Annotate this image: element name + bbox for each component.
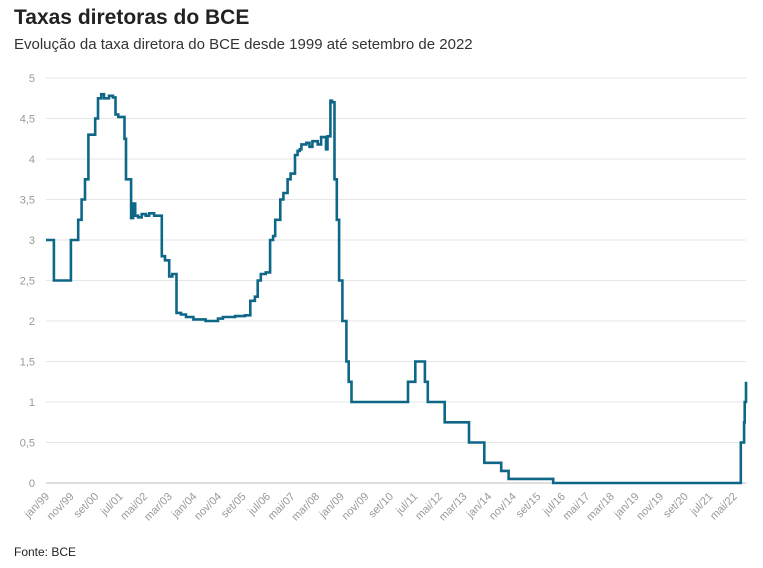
x-tick-label: mar/18: [584, 491, 617, 524]
x-tick-label: mar/03: [142, 491, 175, 524]
x-tick-label: set/20: [661, 491, 691, 521]
x-tick-label: nov/19: [634, 491, 666, 523]
x-tick-label: mar/13: [437, 491, 470, 524]
y-tick-label: 4,5: [20, 114, 35, 126]
x-tick-label: set/10: [366, 491, 396, 521]
y-tick-label: 2: [29, 316, 35, 328]
y-tick-label: 1,5: [20, 357, 35, 369]
x-tick-label: nov/14: [487, 491, 519, 523]
y-tick-label: 0,5: [20, 438, 35, 450]
y-tick-label: 4: [29, 154, 35, 166]
x-tick-label: nov/04: [192, 491, 224, 523]
y-tick-label: 5: [29, 73, 35, 85]
x-tick-label: mar/08: [290, 491, 323, 524]
x-axis-ticks: jan/99nov/99set/00jul/01mai/02mar/03jan/…: [22, 491, 740, 524]
x-tick-label: nov/09: [340, 491, 372, 523]
chart-title: Taxas diretoras do BCE: [14, 6, 250, 29]
source-note: Fonte: BCE: [14, 545, 77, 559]
chart-subtitle: Evolução da taxa diretora do BCE desde 1…: [14, 36, 473, 53]
gridlines: [46, 77, 746, 484]
x-tick-label: set/00: [72, 491, 102, 521]
y-tick-label: 1: [29, 397, 35, 409]
y-tick-label: 0: [29, 478, 35, 490]
policy-rate-line: [46, 92, 748, 485]
y-tick-label: 3: [29, 235, 35, 247]
line-chart: 0 0,5 1 1,5 2 2,5 3 3,5 4 4,5 5 jan/99nov/99set/00…: [20, 73, 748, 524]
x-tick-label: mai/22: [708, 491, 740, 523]
y-tick-label: 2,5: [20, 276, 35, 288]
y-axis-ticks: 0 0,5 1 1,5 2 2,5 3 3,5 4 4,5 5: [20, 73, 35, 490]
x-tick-label: nov/99: [45, 491, 77, 523]
y-tick-label: 3,5: [20, 195, 35, 207]
x-tick-label: set/05: [219, 491, 249, 521]
x-tick-label: set/15: [514, 491, 544, 521]
